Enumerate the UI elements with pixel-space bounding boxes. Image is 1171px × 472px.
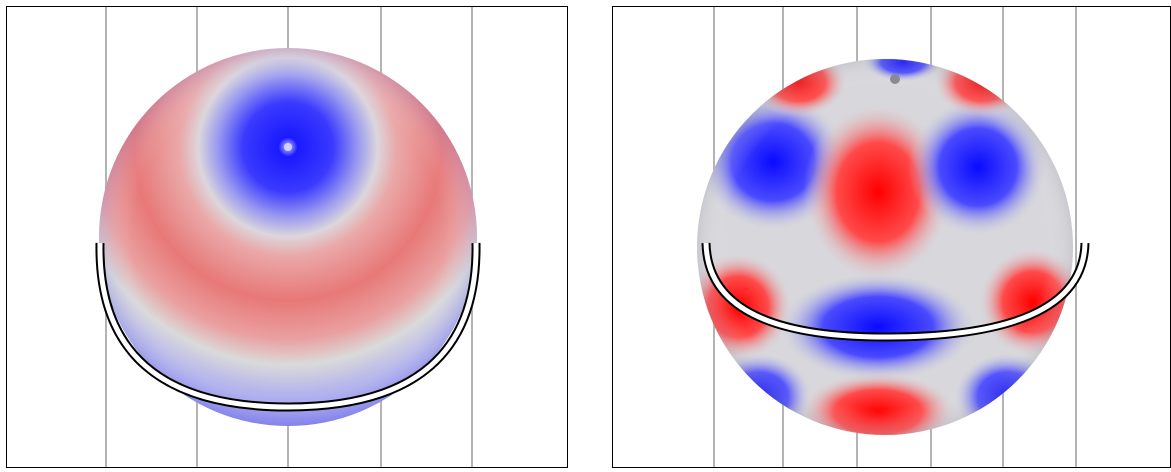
equator-ring [95, 242, 481, 412]
sphere-right [697, 59, 1073, 435]
sphere-panel-right [612, 6, 1171, 468]
pole-marker [890, 74, 900, 84]
sphere-panel-left [6, 6, 568, 468]
sphere-left [99, 48, 477, 426]
sphere-figure-right [697, 7, 1090, 467]
pole-marker [284, 143, 292, 151]
sphere-figure-left [95, 7, 481, 467]
equator-ring [701, 242, 1090, 342]
